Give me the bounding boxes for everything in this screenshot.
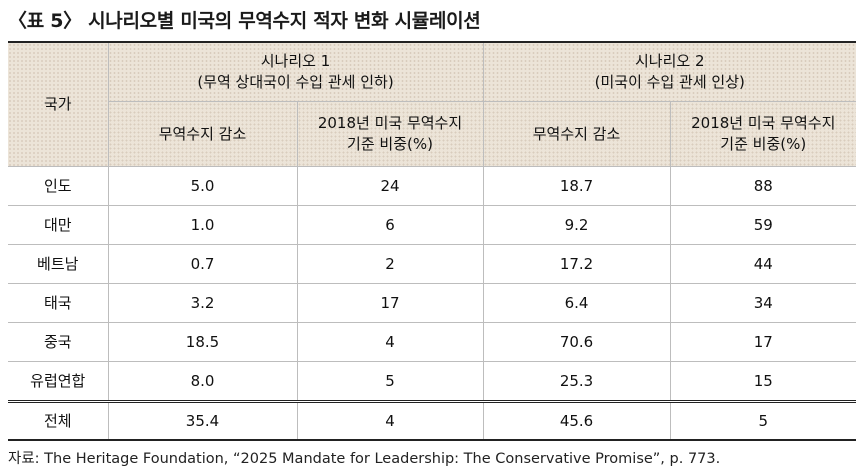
country-cell: 유럽연합 — [8, 361, 109, 402]
s1-share-cell: 5 — [297, 361, 484, 402]
s2-decrease-cell: 6.4 — [483, 283, 671, 323]
s2-decrease-cell: 70.6 — [483, 322, 671, 362]
s1-share-header-line1: 2018년 미국 무역수지 — [317, 114, 463, 132]
table-row: 태국 3.2 17 6.4 34 — [8, 283, 857, 323]
table-row: 대만 1.0 6 9.2 59 — [8, 205, 857, 245]
table-row: 베트남 0.7 2 17.2 44 — [8, 244, 857, 284]
scenario2-label: 시나리오 2 — [635, 52, 705, 70]
s1-share-cell: 24 — [297, 166, 484, 206]
s2-share-header: 2018년 미국 무역수지 기준 비중(%) — [670, 101, 857, 167]
total-s2-share-cell: 5 — [670, 400, 857, 441]
s2-share-header-line2: 기준 비중(%) — [720, 135, 807, 153]
s2-share-cell: 34 — [670, 283, 857, 323]
total-s1-decrease-cell: 35.4 — [108, 400, 298, 441]
s2-share-cell: 44 — [670, 244, 857, 284]
s1-decrease-cell: 18.5 — [108, 322, 298, 362]
country-cell: 태국 — [8, 283, 109, 323]
total-label-cell: 전체 — [8, 400, 109, 441]
s1-share-header-line2: 기준 비중(%) — [347, 135, 433, 153]
simulation-table: 국가 시나리오 1 (무역 상대국이 수입 관세 인하) 시나리오 2 (미국이… — [8, 41, 857, 441]
table-row: 유럽연합 8.0 5 25.3 15 — [8, 361, 857, 402]
table-row: 중국 18.5 4 70.6 17 — [8, 322, 857, 362]
scenario1-desc: (무역 상대국이 수입 관세 인하) — [197, 73, 394, 91]
country-cell: 베트남 — [8, 244, 109, 284]
scenario1-header: 시나리오 1 (무역 상대국이 수입 관세 인하) — [108, 41, 484, 102]
s2-decrease-cell: 25.3 — [483, 361, 671, 402]
s1-decrease-cell: 3.2 — [108, 283, 298, 323]
country-cell: 대만 — [8, 205, 109, 245]
s2-decrease-cell: 18.7 — [483, 166, 671, 206]
s1-share-cell: 2 — [297, 244, 484, 284]
country-cell: 중국 — [8, 322, 109, 362]
scenario1-label: 시나리오 1 — [260, 52, 331, 70]
total-s2-decrease-cell: 45.6 — [483, 400, 671, 441]
country-cell: 인도 — [8, 166, 109, 206]
s1-share-cell: 4 — [297, 322, 484, 362]
s2-share-cell: 88 — [670, 166, 857, 206]
s2-share-cell: 59 — [670, 205, 857, 245]
s2-decrease-cell: 9.2 — [483, 205, 671, 245]
s1-decrease-cell: 0.7 — [108, 244, 298, 284]
s1-decrease-header: 무역수지 감소 — [108, 101, 298, 167]
table-row: 인도 5.0 24 18.7 88 — [8, 166, 857, 206]
s1-share-cell: 17 — [297, 283, 484, 323]
s2-share-cell: 15 — [670, 361, 857, 402]
total-row: 전체 35.4 4 45.6 5 — [8, 400, 857, 441]
s1-decrease-cell: 1.0 — [108, 205, 298, 245]
scenario2-header: 시나리오 2 (미국이 수입 관세 인상) — [483, 41, 857, 102]
table-title: 〈표 5〉 시나리오별 미국의 무역수지 적자 변화 시뮬레이션 — [8, 10, 481, 32]
s1-share-header: 2018년 미국 무역수지 기준 비중(%) — [297, 101, 484, 167]
s2-decrease-header: 무역수지 감소 — [483, 101, 671, 167]
country-header: 국가 — [8, 41, 109, 167]
s2-share-header-line1: 2018년 미국 무역수지 — [691, 114, 836, 132]
s1-decrease-cell: 5.0 — [108, 166, 298, 206]
scenario2-desc: (미국이 수입 관세 인상) — [594, 73, 745, 91]
total-s1-share-cell: 4 — [297, 400, 484, 441]
s1-share-cell: 6 — [297, 205, 484, 245]
s2-share-cell: 17 — [670, 322, 857, 362]
source-note: 자료: The Heritage Foundation, “2025 Manda… — [8, 451, 721, 467]
s2-decrease-cell: 17.2 — [483, 244, 671, 284]
s1-decrease-cell: 8.0 — [108, 361, 298, 402]
